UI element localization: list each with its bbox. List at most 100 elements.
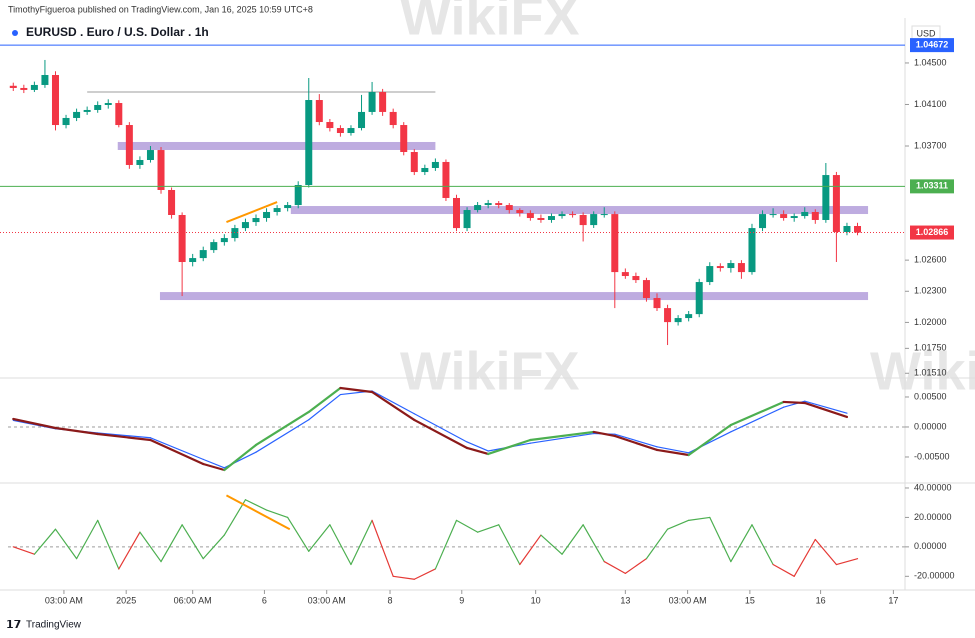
candle-body bbox=[178, 215, 186, 263]
series-segment bbox=[223, 443, 258, 472]
series-segment bbox=[656, 446, 690, 454]
y-tick-label: -0.00500 bbox=[914, 451, 950, 461]
candle-body bbox=[358, 111, 366, 129]
candle-body bbox=[273, 208, 281, 212]
brand: 𝟭𝟳 TradingView bbox=[6, 619, 82, 631]
series-segment bbox=[413, 568, 436, 580]
candle-body bbox=[336, 128, 344, 134]
svg-text:𝟭𝟳: 𝟭𝟳 bbox=[6, 619, 21, 631]
series-segment bbox=[96, 432, 152, 442]
candle-body bbox=[537, 218, 545, 220]
series-segment bbox=[804, 400, 848, 414]
candle-body bbox=[695, 282, 703, 315]
series-segment bbox=[308, 393, 342, 421]
candle-body bbox=[716, 266, 724, 269]
series-segment bbox=[434, 519, 458, 570]
candle-body bbox=[484, 203, 492, 206]
series-segment bbox=[97, 432, 152, 439]
y-tick-label: 1.02600 bbox=[914, 255, 947, 265]
series-segment bbox=[687, 423, 732, 457]
candle-body bbox=[621, 272, 629, 277]
series-segment bbox=[54, 528, 78, 560]
y-tick-label: 20.00000 bbox=[914, 512, 952, 522]
series-segment bbox=[466, 441, 489, 452]
candle-body bbox=[674, 318, 682, 323]
series-segment bbox=[613, 434, 659, 452]
series-segment bbox=[688, 516, 711, 521]
series-segment bbox=[582, 524, 605, 563]
y-tick-label: 1.04100 bbox=[914, 99, 947, 109]
candle-body bbox=[104, 103, 112, 105]
series-segment bbox=[624, 558, 648, 574]
series-segment bbox=[370, 390, 416, 422]
zone bbox=[117, 141, 436, 150]
series-segment bbox=[33, 528, 57, 555]
publisher: TimothyFigueroa published on TradingView… bbox=[8, 4, 313, 14]
series-segment bbox=[54, 426, 99, 436]
x-tick-label: 8 bbox=[388, 595, 393, 605]
series-segment bbox=[498, 524, 521, 566]
series-segment bbox=[371, 390, 415, 415]
series-segment bbox=[465, 446, 490, 456]
candle-body bbox=[389, 111, 397, 126]
candle-body bbox=[474, 205, 482, 211]
candle-body bbox=[748, 228, 756, 273]
candle-body bbox=[284, 205, 292, 209]
series-segment bbox=[307, 386, 342, 414]
candle-body bbox=[611, 214, 619, 273]
series-segment bbox=[223, 499, 247, 536]
series-segment bbox=[709, 516, 732, 563]
price-label-box bbox=[910, 179, 954, 194]
candle-body bbox=[780, 214, 788, 219]
zone bbox=[290, 206, 869, 215]
candle-body bbox=[822, 175, 830, 220]
candle-body bbox=[305, 100, 313, 186]
candle-body bbox=[431, 161, 439, 168]
y-tick-label: 1.03700 bbox=[914, 140, 947, 150]
candle-body bbox=[463, 210, 471, 229]
candle-body bbox=[9, 85, 17, 88]
series-segment bbox=[529, 432, 595, 444]
candle-body bbox=[727, 263, 735, 269]
candle-body bbox=[379, 92, 387, 112]
series-segment bbox=[814, 538, 838, 566]
series-segment bbox=[350, 519, 373, 566]
series-segment bbox=[455, 519, 479, 533]
series-segment bbox=[729, 400, 785, 427]
series-segment bbox=[139, 531, 162, 563]
zone bbox=[159, 292, 869, 301]
series-segment bbox=[730, 524, 753, 563]
candle-body bbox=[843, 226, 851, 233]
price-label-box bbox=[910, 225, 954, 240]
candle-body bbox=[854, 226, 862, 233]
series-segment bbox=[244, 499, 268, 511]
x-tick-label: 10 bbox=[531, 595, 541, 605]
y-tick-label: 40.00000 bbox=[914, 482, 952, 492]
x-tick-label: 03:00 AM bbox=[45, 595, 83, 605]
candle-body bbox=[790, 216, 798, 219]
candle-body bbox=[421, 167, 429, 173]
series-segment bbox=[202, 458, 225, 469]
series-segment bbox=[477, 524, 500, 533]
candle-body bbox=[263, 211, 271, 219]
candle-body bbox=[516, 210, 524, 214]
series-segment bbox=[603, 560, 626, 574]
candle-body bbox=[453, 197, 460, 229]
candle-body bbox=[526, 213, 534, 219]
currency: USD bbox=[916, 28, 936, 38]
candle-body bbox=[632, 276, 640, 281]
candle-body bbox=[811, 211, 819, 220]
series-segment bbox=[835, 558, 859, 566]
price-label: 1.04672 bbox=[916, 39, 949, 49]
series-segment bbox=[666, 519, 690, 530]
candle-body bbox=[168, 189, 176, 216]
series-segment bbox=[202, 534, 225, 560]
y-tick-label: -20.00000 bbox=[914, 571, 955, 581]
watermarks: WikiFX WikiFX WikiFX bbox=[400, 0, 975, 401]
candle-body bbox=[326, 122, 334, 129]
trendline bbox=[225, 494, 291, 531]
series-segment bbox=[12, 417, 57, 430]
y-tick-label: 1.01510 bbox=[914, 368, 947, 378]
candle-body bbox=[347, 128, 355, 134]
